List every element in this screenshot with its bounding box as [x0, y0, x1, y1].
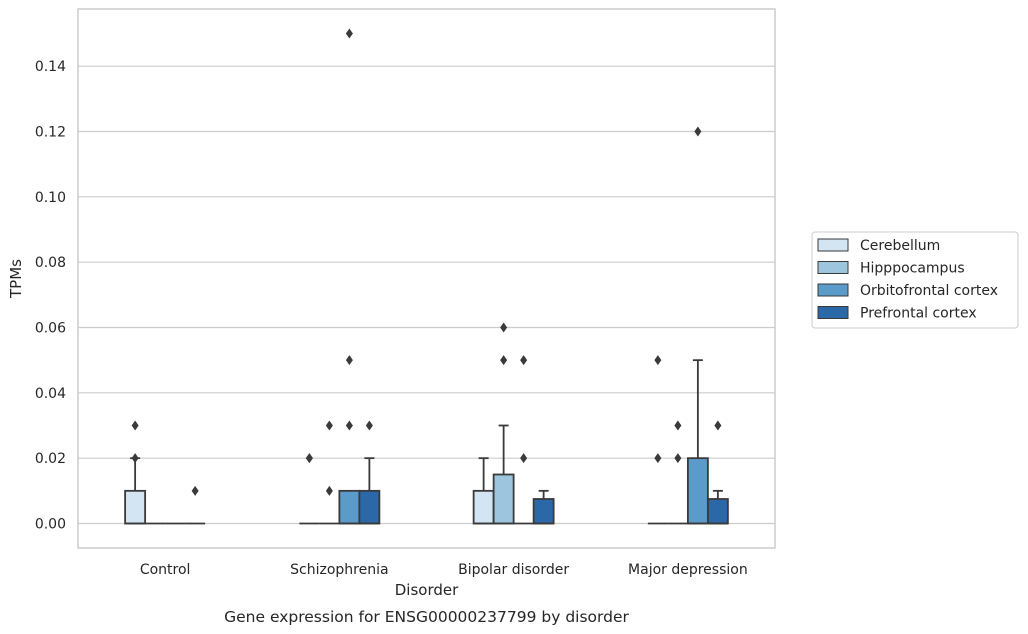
x-tick-label: Major depression	[628, 562, 748, 578]
box-cerebellum	[647, 355, 668, 525]
outlier-point	[325, 420, 333, 431]
grid-lines	[78, 65, 775, 525]
box	[338, 489, 361, 525]
outlier-point	[191, 485, 199, 496]
legend-label: Cerebellum	[860, 238, 940, 254]
chart-title: Gene expression for ENSG00000237799 by d…	[224, 608, 629, 626]
outlier-point	[500, 355, 508, 366]
box	[532, 498, 555, 525]
legend-item: Orbitofrontal cortex	[817, 283, 998, 299]
x-tick-label: Bipolar disorder	[458, 562, 569, 578]
box-orbitofrontal-cortex	[513, 355, 534, 525]
y-tick-label: 0.12	[35, 125, 66, 141]
outlier-point	[325, 485, 333, 496]
plot-frame	[77, 8, 776, 549]
legend-swatch	[817, 238, 849, 252]
box-hipppocampus	[492, 322, 515, 525]
outlier-point	[345, 355, 353, 366]
x-tick-label: Schizophrenia	[290, 562, 388, 578]
legend-label: Hipppocampus	[860, 261, 965, 277]
legend-item: Cerebellum	[817, 238, 940, 254]
box	[706, 498, 729, 525]
box	[124, 489, 147, 525]
x-axis-ticks: Control Schizophrenia Bipolar disorder Majo…	[140, 562, 748, 578]
y-tick-label: 0.00	[35, 517, 66, 533]
y-axis-ticks: 0.00 0.02 0.04 0.06 0.08 0.10 0.12 0.14	[35, 59, 66, 532]
box	[358, 489, 381, 525]
legend-swatch	[817, 306, 849, 319]
outlier-point	[345, 28, 353, 39]
box-orbitofrontal-cortex	[338, 28, 361, 525]
box-prefrontal-cortex	[185, 485, 206, 525]
legend: Cerebellum Hipppocampus Orbitofrontal cort…	[811, 231, 1019, 329]
box	[472, 489, 495, 525]
box-cerebellum	[472, 457, 495, 525]
outlier-point	[654, 453, 662, 464]
y-tick-label: 0.06	[35, 321, 66, 337]
y-tick-label: 0.14	[35, 59, 66, 75]
outlier-point	[305, 453, 313, 464]
box-prefrontal-cortex	[358, 420, 381, 525]
outlier-point	[500, 322, 508, 333]
outlier-point	[131, 420, 139, 431]
outlier-point	[654, 355, 662, 366]
outlier-point	[674, 420, 682, 431]
box-cerebellum	[124, 420, 147, 525]
box-prefrontal-cortex	[706, 420, 729, 525]
box-prefrontal-cortex	[532, 489, 555, 525]
y-tick-label: 0.04	[35, 386, 66, 402]
outlier-point	[365, 420, 373, 431]
x-tick-label: Control	[140, 562, 191, 578]
outlier-point	[694, 126, 702, 137]
outlier-point	[131, 453, 139, 464]
outlier-point	[714, 420, 722, 431]
x-axis-title: Disorder	[395, 581, 459, 599]
legend-label: Prefrontal cortex	[860, 306, 977, 322]
outlier-point	[345, 420, 353, 431]
legend-label: Orbitofrontal cortex	[860, 283, 998, 299]
box	[686, 457, 709, 525]
legend-item: Prefrontal cortex	[817, 306, 977, 322]
y-tick-label: 0.02	[35, 451, 66, 467]
legend-frame	[811, 231, 1019, 329]
y-tick-label: 0.10	[35, 190, 66, 206]
outlier-point	[520, 453, 528, 464]
legend-swatch	[817, 261, 849, 274]
box-hipppocampus	[319, 420, 340, 525]
box-hipppocampus	[667, 420, 688, 525]
outlier-point	[520, 355, 528, 366]
y-tick-label: 0.08	[35, 255, 66, 271]
plot-area	[124, 28, 729, 525]
legend-swatch	[817, 283, 849, 297]
y-axis-title: TPMs	[7, 259, 25, 299]
box-cerebellum	[299, 453, 320, 525]
box	[492, 473, 515, 525]
outlier-point	[674, 453, 682, 464]
legend-item: Hipppocampus	[817, 261, 965, 277]
box-orbitofrontal-cortex	[686, 126, 709, 525]
